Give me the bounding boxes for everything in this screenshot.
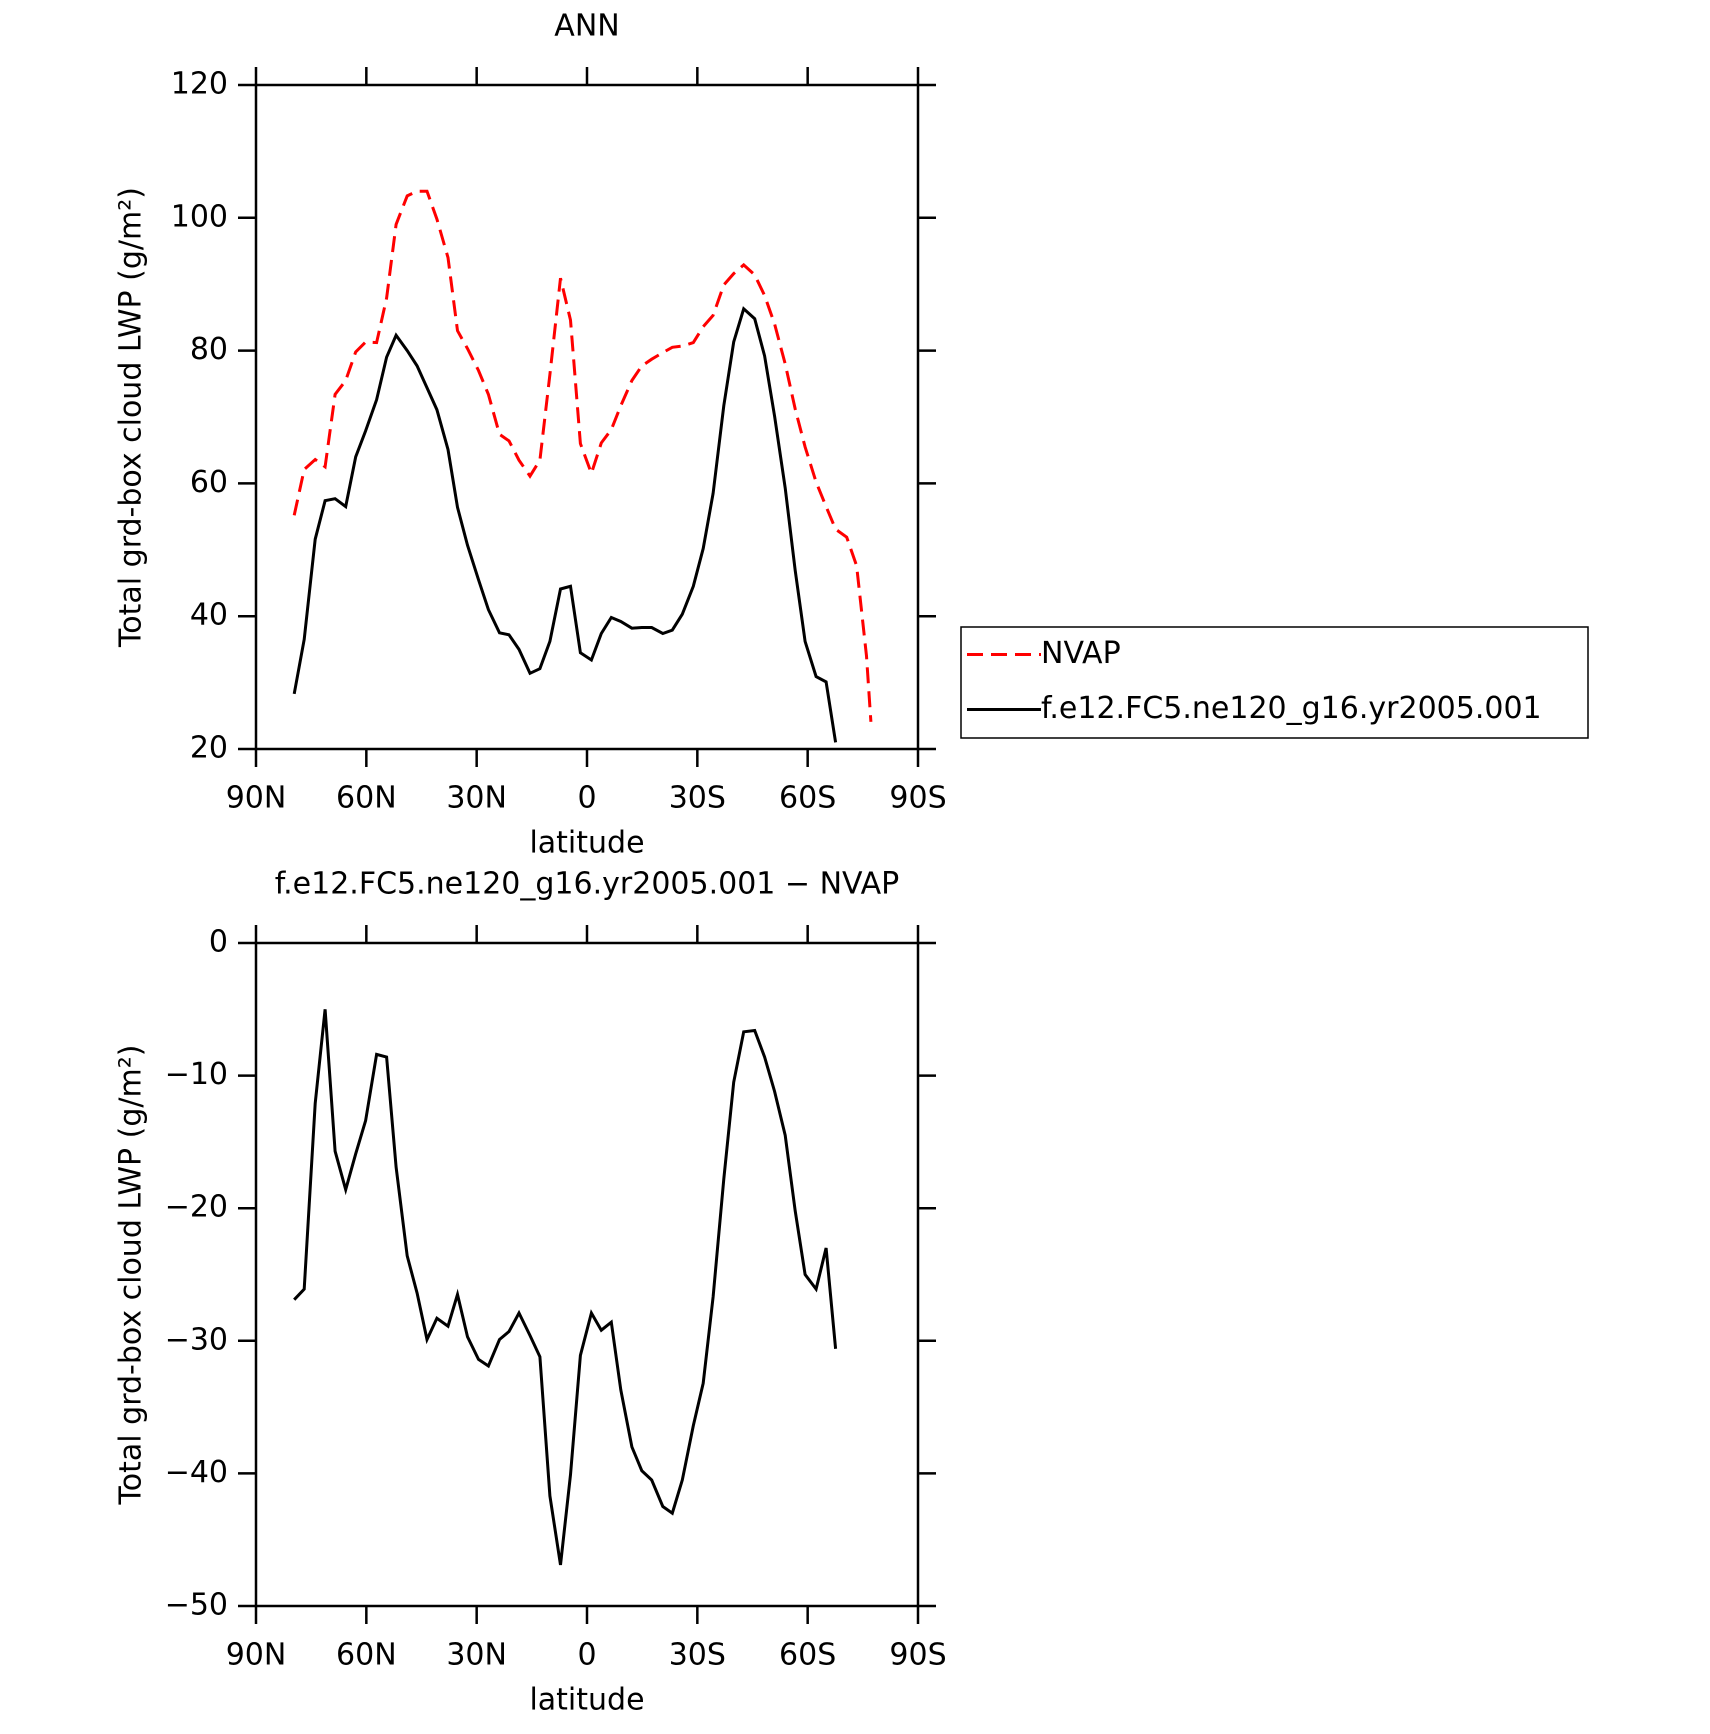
x-tick-label: 30S (669, 1638, 726, 1673)
x-tick-label: 90S (889, 781, 946, 816)
y-axis-label: Total grd-box cloud LWP (g/m²) (114, 1045, 149, 1506)
y-tick-label: −40 (165, 1455, 228, 1490)
plot-frame (254, 83, 920, 751)
y-tick-label: 20 (190, 731, 228, 766)
y-tick-label: −50 (165, 1588, 228, 1623)
data-line (292, 189, 873, 722)
x-tick-label: 30S (669, 781, 726, 816)
x-axis-label: latitude (529, 1683, 644, 1718)
y-tick-label: 0 (209, 925, 228, 960)
x-tick-label: 0 (577, 781, 596, 816)
x-tick-label: 60S (779, 781, 836, 816)
x-tick-label: 30N (446, 781, 507, 816)
y-tick-label: −20 (165, 1190, 228, 1225)
x-tick-label: 60N (336, 781, 397, 816)
x-axis-label: latitude (529, 826, 644, 861)
legend-box (960, 626, 1589, 739)
chart-title: f.e12.FC5.ne120_g16.yr2005.001 − NVAP (275, 867, 900, 902)
legend-label: f.e12.FC5.ne120_g16.yr2005.001 (1041, 691, 1542, 726)
x-tick-label: 60N (336, 1638, 397, 1673)
data-line (292, 306, 838, 743)
y-tick-label: −10 (165, 1057, 228, 1092)
x-tick-label: 30N (446, 1638, 507, 1673)
data-line (293, 1009, 838, 1566)
y-tick-label: 60 (190, 465, 228, 500)
legend-label: NVAP (1041, 636, 1121, 671)
x-tick-label: 90S (889, 1638, 946, 1673)
y-tick-label: 100 (171, 199, 228, 234)
x-tick-label: 0 (577, 1638, 596, 1673)
y-tick-label: 80 (190, 332, 228, 367)
y-tick-label: 40 (190, 598, 228, 633)
chart-title: ANN (554, 9, 619, 44)
x-tick-label: 90N (226, 1638, 287, 1673)
y-tick-label: 120 (171, 67, 228, 102)
legend: NVAP f.e12.FC5.ne120_g16.yr2005.001 (960, 626, 1589, 739)
x-tick-label: 60S (779, 1638, 836, 1673)
y-axis-label: Total grd-box cloud LWP (g/m²) (114, 187, 149, 648)
y-tick-label: −30 (165, 1322, 228, 1357)
x-tick-label: 90N (226, 781, 287, 816)
